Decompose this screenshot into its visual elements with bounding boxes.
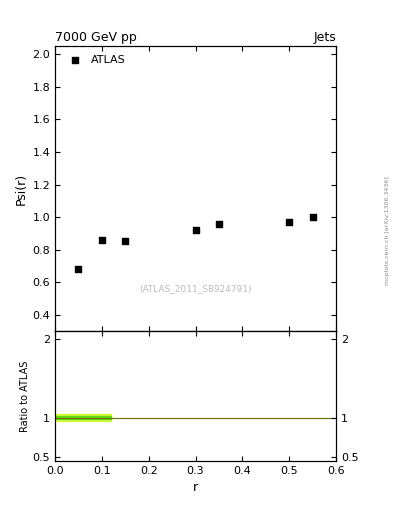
ATLAS <box>193 226 199 234</box>
Y-axis label: Psi(r): Psi(r) <box>15 173 28 205</box>
ATLAS <box>99 236 105 244</box>
ATLAS <box>216 220 222 228</box>
ATLAS <box>309 213 316 221</box>
Text: (ATLAS_2011_S8924791): (ATLAS_2011_S8924791) <box>139 284 252 293</box>
Text: 7000 GeV pp: 7000 GeV pp <box>55 31 137 44</box>
ATLAS <box>122 237 129 245</box>
ATLAS <box>75 265 82 273</box>
ATLAS <box>286 218 292 226</box>
X-axis label: r: r <box>193 481 198 494</box>
Legend: ATLAS: ATLAS <box>61 52 129 68</box>
Y-axis label: Ratio to ATLAS: Ratio to ATLAS <box>20 360 30 432</box>
Text: Jets: Jets <box>313 31 336 44</box>
Text: mcplots.cern.ch [arXiv:1306.3436]: mcplots.cern.ch [arXiv:1306.3436] <box>385 176 389 285</box>
